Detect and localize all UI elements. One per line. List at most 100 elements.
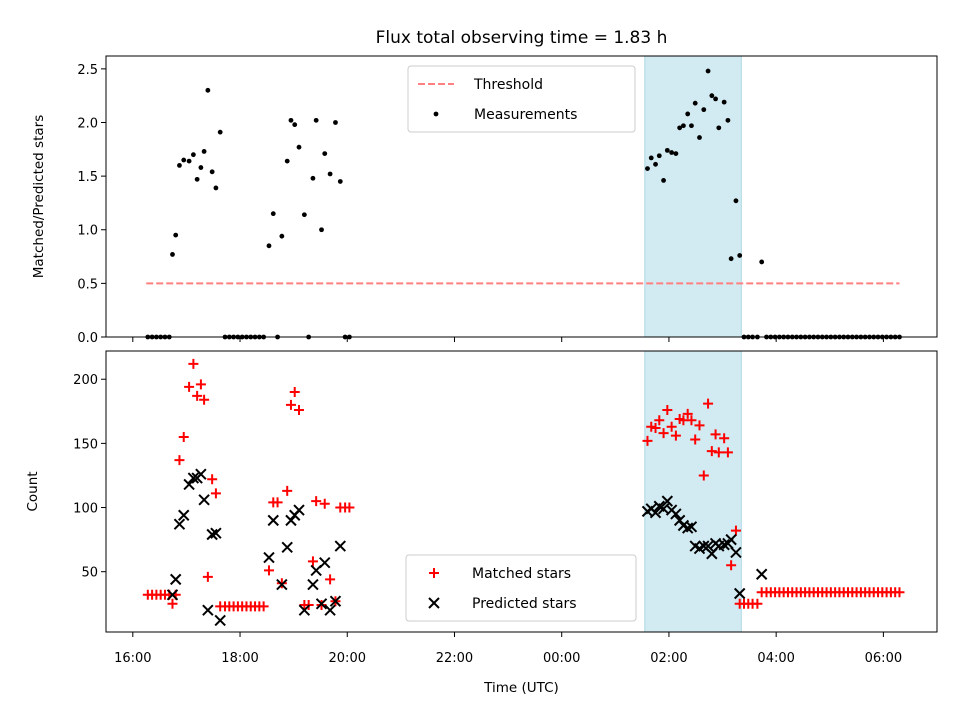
top-legend-box xyxy=(407,65,636,133)
measurement-point xyxy=(713,96,718,102)
matched-star-point xyxy=(311,496,322,507)
matched-star-point xyxy=(344,502,355,513)
measurement-point xyxy=(292,122,298,128)
measurement-point xyxy=(173,232,179,238)
matched-star-point xyxy=(258,601,269,612)
top-legend-label: Measurements xyxy=(474,107,577,123)
bottom-y-tick-label: 100 xyxy=(73,502,98,517)
matched-star-point xyxy=(210,488,221,499)
measurement-point xyxy=(677,125,683,131)
predicted-star-point xyxy=(755,568,768,580)
bottom-y-tick-label: 150 xyxy=(73,437,98,452)
top-x-axis xyxy=(132,337,884,342)
top-y-axis-label: Matched/Predicted stars xyxy=(31,115,47,278)
matched-star-point xyxy=(289,387,300,398)
predicted-star-point xyxy=(298,604,311,616)
top-y-tick-label: 0.0 xyxy=(77,331,98,346)
top-y-tick-label: 1.5 xyxy=(77,170,98,185)
x-tick-label: 20:00 xyxy=(329,651,366,666)
matched-star-point xyxy=(682,408,693,419)
predicted-star-point xyxy=(169,573,182,586)
top-y-tick-label: 0.5 xyxy=(77,277,98,292)
matched-star-point xyxy=(710,429,721,440)
bottom-shaded-interval xyxy=(644,350,742,633)
top-legend-label: Threshold xyxy=(473,77,543,93)
measurement-point xyxy=(279,233,285,239)
measurement-point xyxy=(205,87,211,93)
measurement-point xyxy=(689,123,694,129)
measurement-point xyxy=(692,100,698,106)
predicted-star-point xyxy=(276,578,288,591)
matched-star-point xyxy=(686,415,697,426)
matched-star-point xyxy=(263,565,274,576)
bottom-legend: Matched stars Predicted stars xyxy=(405,554,637,622)
x-tick-label: 00:00 xyxy=(543,651,580,666)
predicted-star-point xyxy=(324,604,336,616)
matched-star-point xyxy=(167,598,178,609)
measurement-point xyxy=(725,117,731,123)
matched-star-point xyxy=(703,398,714,409)
matched-star-point xyxy=(174,455,185,466)
predicted-star-point xyxy=(319,557,331,569)
matched-star-point xyxy=(188,358,199,369)
matched-star-point xyxy=(178,431,189,442)
matched-star-point xyxy=(184,381,195,392)
matched-star-point xyxy=(307,556,318,567)
predicted-star-point xyxy=(730,546,742,559)
matched-star-point xyxy=(666,421,677,432)
top-panel: 0.0 0.5 1.0 1.5 2.0 2.5 Matched/Predicted sta… xyxy=(31,55,938,346)
matched-star-point xyxy=(294,405,305,416)
bottom-y-tick-label: 200 xyxy=(73,373,98,388)
measurement-point xyxy=(270,211,276,217)
top-y-axis: 0.0 0.5 1.0 1.5 2.0 2.5 xyxy=(77,63,106,346)
matched-star-point xyxy=(694,420,705,431)
matched-star-point xyxy=(658,428,669,439)
matched-star-point xyxy=(894,587,905,598)
chart-title: Flux total observing time = 1.83 h xyxy=(376,28,668,48)
matched-star-point xyxy=(662,405,673,416)
predicted-star-point xyxy=(733,587,746,600)
matched-star-point xyxy=(319,498,330,509)
measurement-point xyxy=(209,169,215,175)
measurement-point xyxy=(737,253,743,258)
measurement-point xyxy=(656,153,662,159)
measurement-point xyxy=(721,99,727,105)
measurement-point xyxy=(337,179,343,184)
measurement-point xyxy=(327,171,333,177)
bottom-y-axis-label: Count xyxy=(25,471,41,511)
measurement-point xyxy=(648,155,654,161)
matched-star-point xyxy=(670,430,681,441)
measurement-point xyxy=(190,152,196,158)
predicted-star-point xyxy=(281,541,293,554)
measurement-point xyxy=(673,151,679,156)
predicted-star-point xyxy=(210,527,222,539)
x-tick-label: 04:00 xyxy=(757,651,794,666)
measurement-point xyxy=(681,123,686,129)
measurement-point xyxy=(661,178,666,183)
matched-star-point xyxy=(706,446,717,457)
measurement-point xyxy=(664,147,670,153)
predicted-star-point xyxy=(307,578,319,591)
measurement-point xyxy=(213,185,219,191)
measurement-point xyxy=(296,144,302,150)
top-y-tick-label: 2.0 xyxy=(77,116,98,131)
top-y-tick-label: 2.5 xyxy=(77,63,98,78)
top-shaded-span xyxy=(644,55,742,338)
top-y-tick-label: 1.0 xyxy=(77,224,98,239)
measurement-point xyxy=(181,157,187,163)
measurement-point xyxy=(194,176,200,182)
x-tick-label: 02:00 xyxy=(650,651,687,666)
matched-star-point xyxy=(285,399,296,410)
measurement-point xyxy=(645,166,650,172)
predicted-star-point xyxy=(166,589,179,601)
predicted-star-point xyxy=(173,518,186,530)
measurement-point xyxy=(709,93,715,99)
bottom-shaded-span xyxy=(644,350,742,633)
legend-predicted-swatch xyxy=(428,597,440,609)
matched-star-point xyxy=(195,379,206,390)
bottom-legend-label: Predicted stars xyxy=(472,596,577,612)
measurement-point xyxy=(301,212,307,218)
bottom-y-axis: 50 100 150 200 xyxy=(73,373,106,581)
bottom-y-tick-label: 50 xyxy=(81,566,98,581)
